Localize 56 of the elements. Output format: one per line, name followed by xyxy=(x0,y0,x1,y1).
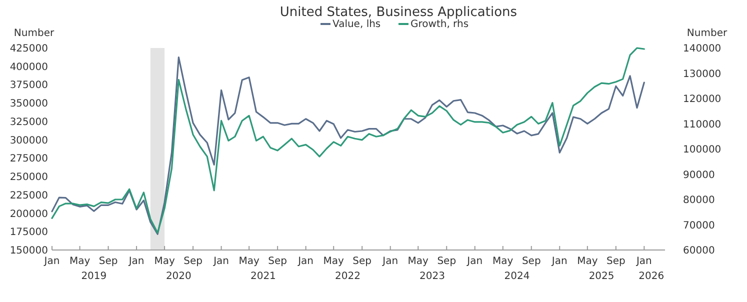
x-tick-label: Jan xyxy=(297,256,314,267)
y-tick-label: 400000 xyxy=(10,62,48,73)
x-tick-label: May xyxy=(238,256,260,267)
x-tick-label: Jan xyxy=(382,256,398,267)
x-tick-label: May xyxy=(492,256,514,267)
x-tick-label: May xyxy=(408,256,429,267)
x-tick-label: Jan xyxy=(635,256,652,267)
y-tick-label: 275000 xyxy=(10,154,48,165)
legend-label: Value, lhs xyxy=(332,19,381,30)
y2-tick-label: 130000 xyxy=(683,68,722,80)
x-tick-label: May xyxy=(69,256,90,267)
x-tick-label: Jan xyxy=(550,256,568,267)
x2-tick-label: 2023 xyxy=(420,271,445,282)
legend-label: Growth, rhs xyxy=(410,19,469,30)
y2-tick-label: 70000 xyxy=(683,220,715,232)
y2-axis-title: Number xyxy=(686,28,728,39)
x-tick-label: May xyxy=(323,256,344,267)
y2-tick-label: 120000 xyxy=(683,94,722,105)
x-tick-label: Sep xyxy=(522,256,541,267)
x-tick-label: Sep xyxy=(437,256,456,267)
y2-tick-label: 80000 xyxy=(683,195,715,206)
y-tick-label: 200000 xyxy=(10,208,48,220)
y-tick-label: 325000 xyxy=(10,116,48,128)
y2-tick-label: 60000 xyxy=(683,246,715,256)
y-tick-label: 425000 xyxy=(10,44,48,54)
x-tick-label: Sep xyxy=(606,256,626,267)
x2-tick-label: 2026 xyxy=(638,271,664,282)
x-tick-label: Sep xyxy=(98,256,118,267)
x-tick-label: Jan xyxy=(212,256,229,267)
x-tick-label: May xyxy=(577,256,598,267)
y-axis-title: Number xyxy=(14,28,55,39)
y2-tick-label: 100000 xyxy=(683,144,722,156)
x-tick-label: Jan xyxy=(466,256,483,267)
x2-tick-label: 2024 xyxy=(504,271,530,282)
x2-tick-label: 2021 xyxy=(250,271,276,282)
x2-tick-label: 2022 xyxy=(335,271,360,282)
x-tick-label: Sep xyxy=(352,256,372,267)
x-tick-label: May xyxy=(154,256,175,267)
x2-tick-label: 2025 xyxy=(588,271,614,282)
y-tick-label: 300000 xyxy=(10,135,48,146)
x2-tick-label: 2019 xyxy=(81,271,107,282)
y2-tick-label: 110000 xyxy=(683,119,722,130)
x2-tick-label: 2020 xyxy=(166,271,192,282)
x-tick-label: Jan xyxy=(128,256,144,267)
x-tick-label: Sep xyxy=(268,256,287,267)
y-tick-label: 225000 xyxy=(10,190,48,202)
y-tick-label: 350000 xyxy=(10,98,48,110)
y-tick-label: 175000 xyxy=(10,227,48,238)
y2-tick-label: 140000 xyxy=(683,44,722,54)
y2-tick-label: 90000 xyxy=(683,170,715,181)
x-tick-label: Jan xyxy=(43,256,60,267)
y-tick-label: 150000 xyxy=(10,246,48,256)
y-tick-label: 250000 xyxy=(10,172,48,184)
y-tick-label: 375000 xyxy=(10,80,48,92)
x-tick-label: Sep xyxy=(184,256,202,267)
chart-title: United States, Business Applications xyxy=(280,5,518,20)
